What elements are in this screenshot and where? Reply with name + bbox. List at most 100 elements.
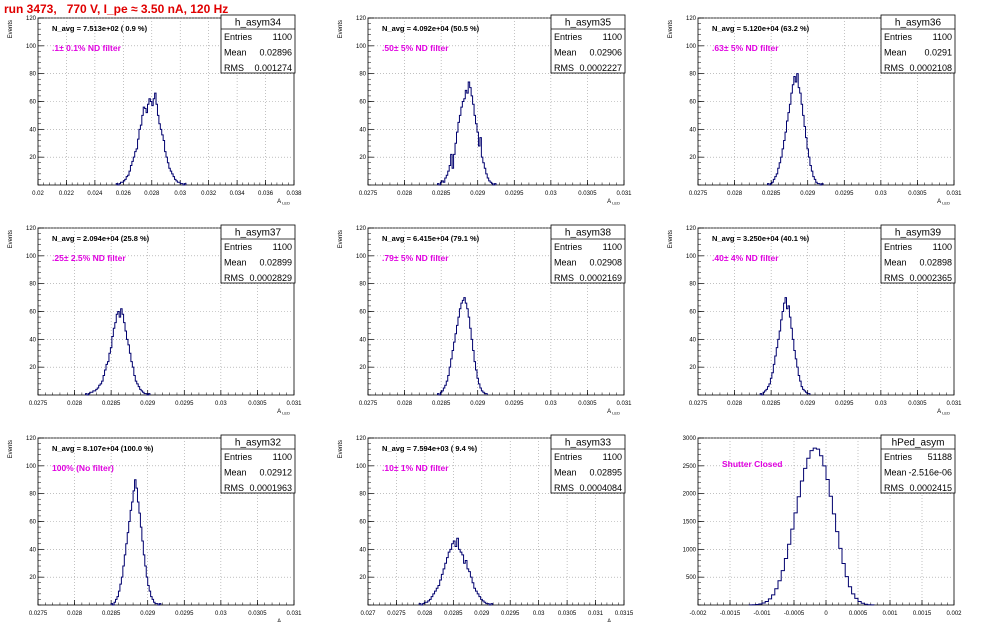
y-tick-label: 120 <box>26 226 37 232</box>
x-tick-label: 0.03 <box>545 191 557 197</box>
stats-value-rms: 0.0002169 <box>579 273 622 283</box>
stats-value-mean: 0.02906 <box>589 48 622 58</box>
stats-label-rms: RMS <box>224 273 244 283</box>
x-tick-label: 0.028 <box>67 611 83 617</box>
stats-value-rms: 0.0002108 <box>909 63 952 73</box>
navg-label: N_avg = 6.415e+04 (79.1 %) <box>382 234 480 243</box>
y-tick-label: 120 <box>686 226 697 232</box>
stats-title: h_asym36 <box>895 18 942 29</box>
stats-value-rms: 0.001274 <box>254 63 292 73</box>
stats-title: h_asym38 <box>565 228 612 239</box>
stats-label-rms: RMS <box>224 483 244 493</box>
x-tick-label: -0.002 <box>689 611 707 617</box>
stats-label-mean: Mean <box>554 258 577 268</box>
stats-label-mean: Mean <box>884 258 907 268</box>
y-tick-label: 60 <box>29 100 36 106</box>
histogram-panel-h_asym37: 0.0275 0.028 0.0285 0.029 0.0295 0.03 0.0305 0.… <box>8 224 302 416</box>
x-tick-label: 0.029 <box>140 611 156 617</box>
x-tick-label: 0.029 <box>474 611 490 617</box>
x-tick-label: 0.0295 <box>835 191 854 197</box>
x-tick-label: 0.03 <box>875 191 887 197</box>
x-tick-label: 0.022 <box>59 191 75 197</box>
stats-label-rms: RMS <box>554 63 574 73</box>
x-tick-label: 0.0295 <box>505 191 524 197</box>
stats-value-rms: 0.0002415 <box>909 483 952 493</box>
y-tick-label: 20 <box>359 365 366 371</box>
stats-label-rms: RMS <box>884 63 904 73</box>
y-axis-label: Events <box>8 20 14 38</box>
y-tick-label: 80 <box>359 492 366 498</box>
stats-value-mean: 0.02895 <box>589 468 622 478</box>
x-tick-label: 0.029 <box>470 401 486 407</box>
stats-title: h_asym32 <box>235 438 282 449</box>
stats-title: h_asym35 <box>565 18 612 29</box>
stats-value-rms: 0.0002227 <box>579 63 622 73</box>
y-tick-label: 1500 <box>683 520 697 526</box>
y-tick-label: 2000 <box>683 492 697 498</box>
stats-value-rms: 0.0001963 <box>249 483 292 493</box>
y-tick-label: 120 <box>356 16 367 22</box>
y-tick-label: 80 <box>689 282 696 288</box>
histogram-series-h_asym39 <box>759 297 811 396</box>
x-axis-label: A LED <box>277 619 290 622</box>
stats-label-rms: RMS <box>554 483 574 493</box>
stats-box <box>880 224 956 284</box>
stats-label-entries: Entries <box>554 452 583 462</box>
y-tick-label: 80 <box>29 72 36 78</box>
histogram-series-h_asym33 <box>418 537 494 606</box>
stats-title: h_asym34 <box>235 18 282 29</box>
y-tick-label: 60 <box>29 520 36 526</box>
stats-value-entries: 1100 <box>933 32 952 42</box>
y-tick-label: 100 <box>356 254 367 260</box>
y-tick-label: 100 <box>26 254 37 260</box>
y-tick-label: 100 <box>26 44 37 50</box>
stats-label-entries: Entries <box>554 32 583 42</box>
y-tick-label: 20 <box>689 155 696 161</box>
x-tick-label: 0.03 <box>875 401 887 407</box>
stats-label-entries: Entries <box>554 242 583 252</box>
stats-label-rms: RMS <box>554 273 574 283</box>
stats-box <box>550 224 626 284</box>
x-tick-label: 0.03 <box>215 401 227 407</box>
stats-box <box>220 14 296 74</box>
histogram-series-h_asym32 <box>110 479 162 606</box>
stats-label-mean: Mean <box>554 468 577 478</box>
stats-label-rms: RMS <box>224 63 244 73</box>
stats-value-mean: 0.02899 <box>259 258 292 268</box>
x-tick-label: 0.03 <box>545 401 557 407</box>
stats-value-entries: 1100 <box>273 452 292 462</box>
x-axis-label: A LED <box>607 409 620 416</box>
x-tick-label: 0.0305 <box>558 611 577 617</box>
y-tick-label: 100 <box>356 44 367 50</box>
histogram-series-h_asym36 <box>766 73 824 186</box>
stats-value-entries: 1100 <box>603 242 622 252</box>
stats-label-entries: Entries <box>224 452 253 462</box>
stats-title: h_asym39 <box>895 228 942 239</box>
stats-value-mean: -2.516e-06 <box>908 468 952 478</box>
x-axis-label: A LED <box>607 619 620 622</box>
filter-label: .10± 1% ND filter <box>382 463 449 473</box>
x-tick-label: 0.0295 <box>835 401 854 407</box>
x-tick-label: 0.0305 <box>578 191 597 197</box>
x-tick-label: 0.0285 <box>444 611 463 617</box>
y-axis-label: Events <box>338 20 344 38</box>
y-tick-label: 80 <box>29 492 36 498</box>
stats-title: h_asym37 <box>235 228 282 239</box>
x-tick-label: 0.028 <box>397 401 413 407</box>
y-tick-label: 2500 <box>683 464 697 470</box>
y-tick-label: 100 <box>686 44 697 50</box>
x-tick-label: 0.036 <box>258 191 274 197</box>
stats-label-mean: Mean <box>884 48 907 58</box>
stats-value-entries: 1100 <box>933 242 952 252</box>
x-tick-label: 0.0315 <box>615 611 634 617</box>
histogram-panel-h_asym39: 0.0275 0.028 0.0285 0.029 0.0295 0.03 0.0305 0.… <box>668 224 962 416</box>
stats-label-entries: Entries <box>884 242 913 252</box>
x-tick-label: 0.031 <box>946 191 962 197</box>
y-tick-label: 60 <box>689 310 696 316</box>
x-tick-label: 0.031 <box>286 611 302 617</box>
stats-label-mean: Mean <box>224 258 247 268</box>
x-tick-label: 0.0275 <box>359 401 378 407</box>
filter-label: .25± 2.5% ND filter <box>52 253 126 263</box>
x-tick-label: 0.02 <box>32 191 44 197</box>
x-tick-label: 0.0005 <box>849 611 868 617</box>
